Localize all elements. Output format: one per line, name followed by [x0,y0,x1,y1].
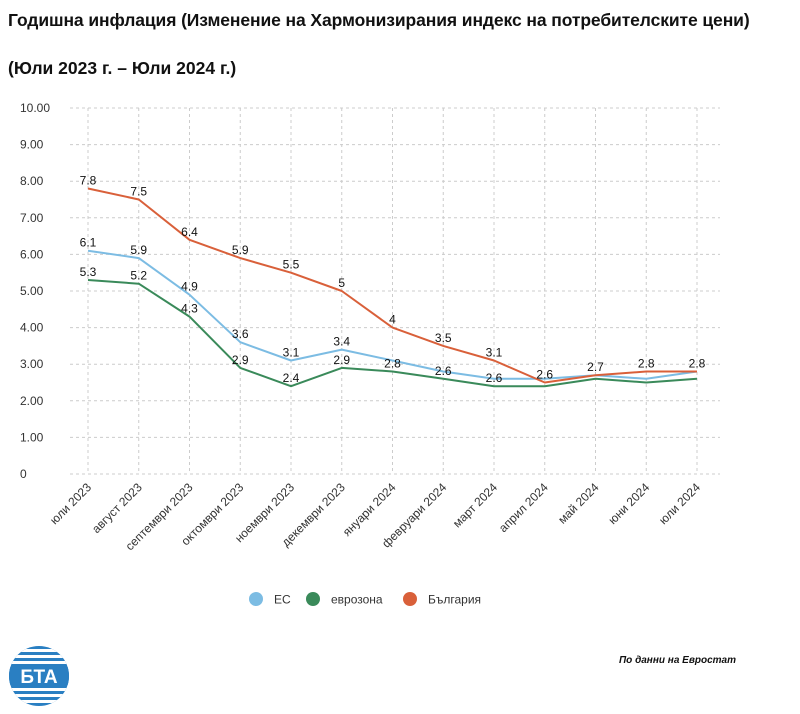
x-tick-label: март 2024 [450,480,500,530]
x-tick-label: юли 2023 [47,480,94,527]
legend-marker [403,592,417,606]
chart-subtitle: (Юли 2023 г. – Юли 2024 г.) [8,58,237,78]
data-label: 2.8 [638,357,655,371]
legend-marker [249,592,263,606]
data-label: 2.6 [435,364,452,378]
series-line-еврозона [87,279,698,388]
data-label: 7.5 [130,185,147,199]
data-label: 2.6 [536,368,553,382]
data-label: 7.8 [80,174,97,188]
x-tick-label: април 2024 [496,480,551,535]
data-label: 5.5 [283,258,300,272]
data-label: 2.6 [486,371,503,385]
data-label: 2.7 [587,360,604,374]
data-label: 5.3 [80,265,97,279]
y-tick-label: 6.00 [20,247,44,261]
y-tick-label: 0 [20,467,27,481]
data-label: 5.9 [232,243,249,257]
series-lines [87,187,698,388]
bta-logo-text: БТА [20,667,58,688]
data-label: 5.2 [130,269,147,283]
bta-logo-icon: БТА [9,646,69,706]
legend-label: ЕС [274,593,291,607]
data-label: 3.1 [283,346,300,360]
data-label: 3.4 [333,335,350,349]
data-label: 4.3 [181,302,198,316]
chart-title: Годишна инфлация (Изменение на Хармонизи… [8,10,750,30]
data-label: 6.1 [80,236,97,250]
data-label: 6.4 [181,225,198,239]
legend-label: България [428,593,481,607]
x-tick-label: август 2023 [89,480,145,536]
y-tick-label: 2.00 [20,394,44,408]
y-tick-label: 8.00 [20,174,44,188]
series-line-България [87,187,697,384]
data-label: 2.8 [689,357,706,371]
y-tick-label: 5.00 [20,284,44,298]
data-label: 3.6 [232,327,249,341]
data-label: 2.4 [283,371,300,385]
bta-logo: БТА [4,643,74,709]
y-tick-label: 1.00 [20,430,44,444]
data-label: 2.9 [232,353,249,367]
data-label: 5.9 [130,243,147,257]
y-tick-label: 9.00 [20,138,44,152]
grid-lines [70,107,720,475]
y-axis-ticks: 0 1.00 2.00 3.00 4.00 5.00 6.00 7.00 8.00 9.00 10.… [20,101,50,481]
data-labels: 6.1 5.9 4.9 3.6 3.1 3.4 5.3 5.2 4.3 2.9 2.4 2.9 2.8 2… [80,174,706,386]
data-label: 2.9 [333,353,350,367]
legend-marker [306,592,320,606]
data-label: 5 [338,276,345,290]
y-tick-label: 10.00 [20,101,50,115]
x-tick-label: май 2024 [555,480,602,527]
data-label: 3.5 [435,331,452,345]
chart-legend: ЕС еврозона България [249,592,481,607]
data-label: 4.9 [181,280,198,294]
y-tick-label: 7.00 [20,211,44,225]
x-tick-label: юни 2024 [605,480,652,527]
data-label: 2.8 [384,357,401,371]
y-tick-label: 4.00 [20,321,44,335]
legend-label: еврозона [331,593,383,607]
x-tick-label: юли 2024 [656,480,703,527]
data-label: 4 [389,313,396,327]
data-label: 3.1 [486,346,503,360]
y-tick-label: 3.00 [20,357,44,371]
source-note: По данни на Евростат [618,655,736,666]
